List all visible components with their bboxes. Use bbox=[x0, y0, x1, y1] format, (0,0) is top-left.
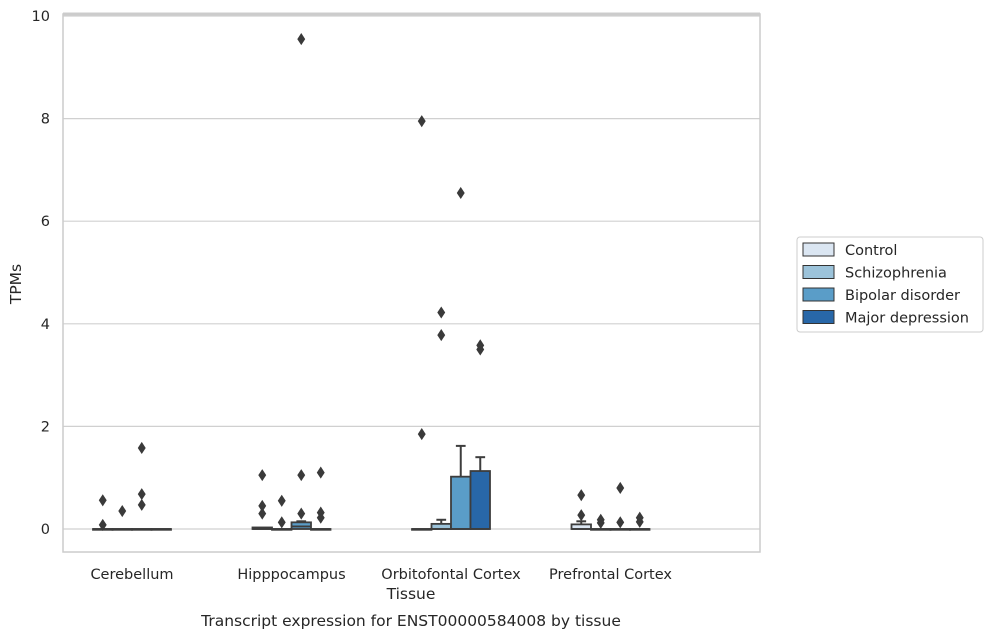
outlier-point bbox=[577, 489, 586, 502]
outlier-point bbox=[137, 441, 146, 454]
outlier-point bbox=[98, 494, 107, 507]
legend-swatch bbox=[802, 265, 835, 279]
outlier-point bbox=[316, 466, 325, 479]
box-2-4 bbox=[590, 528, 612, 531]
legend-item: Major depression bbox=[802, 310, 969, 327]
box-4-2 bbox=[310, 528, 332, 531]
outlier-point bbox=[118, 504, 127, 518]
box-4-1 bbox=[150, 528, 172, 531]
box-4-3 bbox=[469, 456, 491, 530]
x-tick-labels: Cerebellum Hipppocampus Orbitofontal Corte… bbox=[90, 567, 672, 583]
legend-swatch bbox=[802, 310, 835, 324]
outlier-point bbox=[277, 494, 286, 507]
box-4-4 bbox=[629, 528, 651, 531]
box-3-3 bbox=[450, 444, 472, 530]
box-3-2 bbox=[290, 520, 312, 530]
box-1-2 bbox=[251, 526, 273, 530]
outlier-point bbox=[577, 509, 586, 522]
box-3-1 bbox=[131, 528, 153, 531]
legend-frame bbox=[796, 236, 984, 333]
x-tick-label: Cerebellum bbox=[90, 567, 173, 583]
y-tick-labels: 0 2 4 6 8 10 bbox=[32, 9, 50, 538]
y-tick-label: 10 bbox=[32, 9, 50, 25]
x-tick-label: Orbitofontal Cortex bbox=[381, 567, 521, 583]
legend-swatch bbox=[802, 287, 835, 302]
outlier-point bbox=[297, 469, 306, 482]
outlier-point bbox=[277, 516, 286, 529]
chart-title: Transcript expression for ENST0000058400… bbox=[200, 612, 621, 630]
box-1-4 bbox=[570, 520, 592, 530]
plot-frame bbox=[62, 12, 761, 553]
box-body bbox=[450, 475, 472, 530]
x-axis-title: Tissue bbox=[386, 585, 436, 603]
box-1-3 bbox=[411, 528, 433, 531]
outlier-point bbox=[137, 488, 146, 501]
box-3-4 bbox=[609, 528, 631, 531]
outliers bbox=[98, 33, 644, 531]
outlier-point bbox=[258, 499, 267, 512]
box-2-2 bbox=[271, 528, 293, 531]
y-tick-label: 8 bbox=[41, 112, 50, 128]
outlier-point bbox=[417, 115, 426, 128]
x-tick-label: Hipppocampus bbox=[237, 567, 345, 583]
box-2-3 bbox=[430, 518, 452, 530]
outlier-point bbox=[137, 498, 146, 511]
boxes bbox=[92, 444, 651, 531]
outlier-point bbox=[635, 511, 644, 524]
legend-item: Control bbox=[802, 242, 897, 259]
y-tick-label: 4 bbox=[41, 317, 50, 333]
x-tick-label: Prefrontal Cortex bbox=[549, 567, 672, 583]
outlier-point bbox=[297, 33, 306, 46]
legend-label: Bipolar disorder bbox=[845, 288, 960, 304]
outlier-point bbox=[437, 306, 446, 319]
outlier-point bbox=[258, 469, 267, 482]
outlier-point bbox=[437, 329, 446, 342]
legend-label: Schizophrenia bbox=[845, 266, 947, 282]
outlier-point bbox=[297, 507, 306, 520]
box-2-1 bbox=[111, 528, 133, 531]
y-tick-label: 2 bbox=[41, 419, 50, 435]
outlier-point bbox=[476, 339, 485, 352]
outlier-point bbox=[616, 481, 625, 495]
y-tick-label: 0 bbox=[41, 522, 50, 538]
y-axis-title: TPMs bbox=[7, 264, 25, 305]
legend-item: Bipolar disorder bbox=[802, 287, 960, 304]
box-body bbox=[469, 470, 491, 530]
outlier-point bbox=[258, 507, 267, 520]
legend: Control Schizophrenia Bipolar disorder Majo… bbox=[796, 236, 984, 333]
outlier-point bbox=[417, 428, 426, 441]
y-tick-label: 6 bbox=[41, 214, 50, 230]
outlier-point bbox=[316, 506, 325, 519]
plot-area-border bbox=[62, 13, 761, 553]
outlier-point bbox=[98, 518, 107, 531]
outlier-point bbox=[616, 516, 625, 529]
gridlines bbox=[63, 15, 760, 530]
legend-swatch bbox=[802, 242, 835, 257]
legend-item: Schizophrenia bbox=[802, 265, 947, 282]
outlier-point bbox=[596, 513, 605, 526]
outlier-point bbox=[456, 186, 465, 200]
legend-label: Control bbox=[845, 243, 897, 259]
legend-label: Major depression bbox=[845, 311, 969, 327]
